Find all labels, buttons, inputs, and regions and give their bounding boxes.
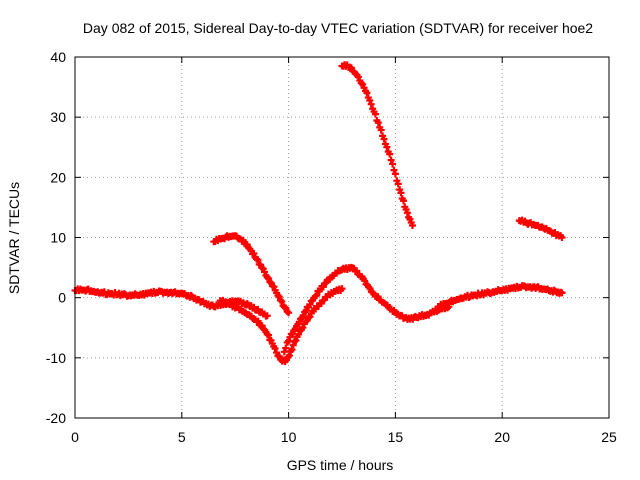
y-tick-label: 30: [50, 109, 66, 125]
data-point: [403, 209, 411, 217]
y-tick-label: 20: [50, 169, 66, 185]
data-point: [386, 150, 394, 158]
data-point: [377, 126, 385, 134]
series-rise-pass: [280, 263, 453, 356]
data-point: [292, 336, 300, 344]
data-point: [397, 189, 405, 197]
y-tick-label: 40: [50, 49, 66, 65]
x-tick-label: 25: [601, 429, 617, 445]
data-point: [254, 317, 262, 325]
series-dip-pass: [216, 285, 346, 366]
series-evening-hump-pass: [210, 232, 293, 317]
data-point: [282, 344, 290, 352]
axes: 0 5 10 15 20 25 -20 -10 0 10 20 30 40: [46, 49, 617, 445]
data-point: [366, 96, 374, 104]
data-point: [261, 268, 269, 276]
data-point: [280, 348, 288, 356]
x-tick-label: 5: [178, 429, 186, 445]
data-point: [250, 249, 258, 257]
data-point: [367, 100, 375, 108]
data-point: [371, 110, 379, 118]
series-late-offset-pass: [515, 216, 566, 241]
data-point: [239, 236, 247, 244]
data-point: [380, 135, 388, 143]
data-point: [270, 283, 278, 291]
data-point: [558, 289, 566, 297]
y-tick-label: 10: [50, 230, 66, 246]
data-point: [391, 170, 399, 178]
y-tick-label: -20: [46, 410, 66, 426]
data-point: [263, 312, 271, 320]
data-point: [400, 197, 408, 205]
data-point: [387, 156, 395, 164]
grid-lines: [75, 57, 609, 418]
x-tick-label: 15: [388, 429, 404, 445]
x-tick-label: 20: [494, 429, 510, 445]
data-point: [278, 297, 286, 305]
data-point: [390, 166, 398, 174]
data-point: [285, 337, 293, 345]
y-tick-label: 0: [58, 290, 66, 306]
chart-title: Day 082 of 2015, Sidereal Day-to-day VTE…: [83, 20, 593, 36]
data-point: [285, 309, 293, 317]
data-point: [558, 234, 566, 241]
x-tick-label: 10: [281, 429, 297, 445]
data-point: [275, 293, 283, 301]
series-steep-decline-pass: [338, 61, 416, 229]
data-point: [289, 341, 297, 349]
data-point: [271, 345, 279, 353]
series-late-baseline-pass: [434, 282, 566, 311]
data-point: [389, 160, 397, 168]
data-point: [338, 285, 346, 293]
data-point: [285, 352, 293, 360]
data-series: [71, 61, 566, 366]
series-baseline-pass: [71, 285, 271, 320]
y-axis-label: SDTVAR / TECUs: [6, 182, 22, 294]
data-point: [408, 221, 416, 229]
data-point: [354, 73, 362, 81]
x-axis-label: GPS time / hours: [287, 457, 394, 473]
data-point: [363, 89, 371, 97]
data-point: [254, 256, 262, 264]
data-point: [265, 331, 273, 339]
data-point: [313, 291, 321, 299]
data-point: [383, 143, 391, 151]
data-point: [394, 180, 402, 188]
y-tick-label: -10: [46, 350, 66, 366]
data-point: [374, 119, 382, 127]
x-tick-label: 0: [71, 429, 79, 445]
data-point: [288, 346, 296, 354]
